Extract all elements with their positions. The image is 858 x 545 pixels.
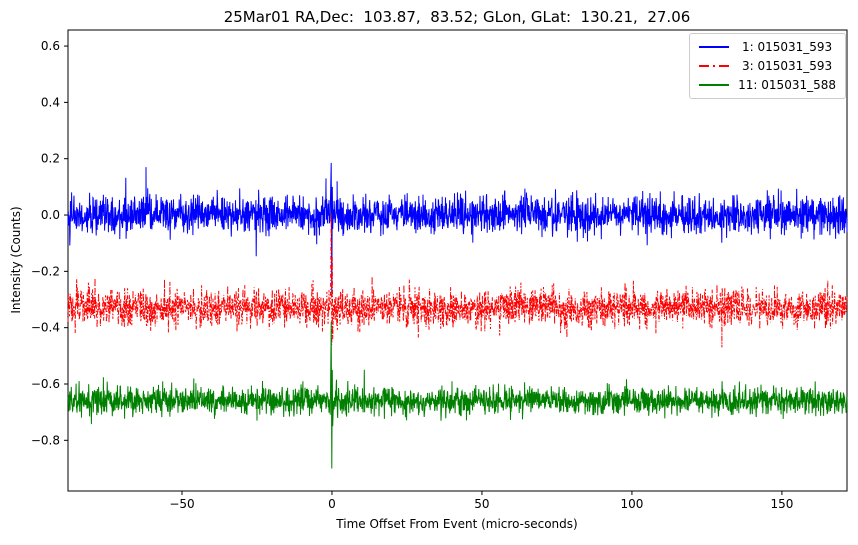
legend-label: 3: 015031_593 bbox=[738, 59, 833, 73]
y-axis-label: Intensity (Counts) bbox=[9, 206, 23, 314]
chart-title: 25Mar01 RA,Dec: 103.87, 83.52; GLon, GLa… bbox=[223, 8, 691, 26]
x-axis-label: Time Offset From Event (micro-seconds) bbox=[336, 517, 578, 531]
x-tick-label: 150 bbox=[770, 497, 793, 511]
legend-line-swatch bbox=[699, 46, 730, 48]
y-tick-label: 0.4 bbox=[41, 95, 60, 109]
y-tick-label: 0.2 bbox=[41, 152, 60, 166]
y-tick-label: −0.4 bbox=[31, 321, 60, 335]
series-line-3 bbox=[67, 321, 848, 469]
legend-entry-3: 11: 015031_588 bbox=[699, 78, 836, 92]
x-tick-label: −50 bbox=[169, 497, 194, 511]
y-tick-label: −0.8 bbox=[31, 433, 60, 447]
x-tick-label: 0 bbox=[328, 497, 336, 511]
y-tick-label: −0.6 bbox=[31, 377, 60, 391]
series-line-1 bbox=[67, 162, 848, 297]
legend-line-swatch bbox=[699, 84, 730, 86]
axes-frame bbox=[67, 29, 848, 492]
legend-label: 1: 015031_593 bbox=[738, 40, 833, 54]
y-tick-label: 0.6 bbox=[41, 39, 60, 53]
legend-entry-2: 3: 015031_593 bbox=[699, 59, 836, 73]
legend-label: 11: 015031_588 bbox=[738, 78, 836, 92]
legend-entry-1: 1: 015031_593 bbox=[699, 40, 836, 54]
y-tick-label: 0.0 bbox=[41, 208, 60, 222]
series-line-2 bbox=[67, 213, 848, 348]
legend: 1: 015031_593 3: 015031_593 11: 015031_58… bbox=[689, 33, 846, 99]
y-tick-label: −0.2 bbox=[31, 264, 60, 278]
x-tick-label: 50 bbox=[474, 497, 489, 511]
x-tick-label: 100 bbox=[620, 497, 643, 511]
legend-line-swatch bbox=[699, 65, 730, 67]
